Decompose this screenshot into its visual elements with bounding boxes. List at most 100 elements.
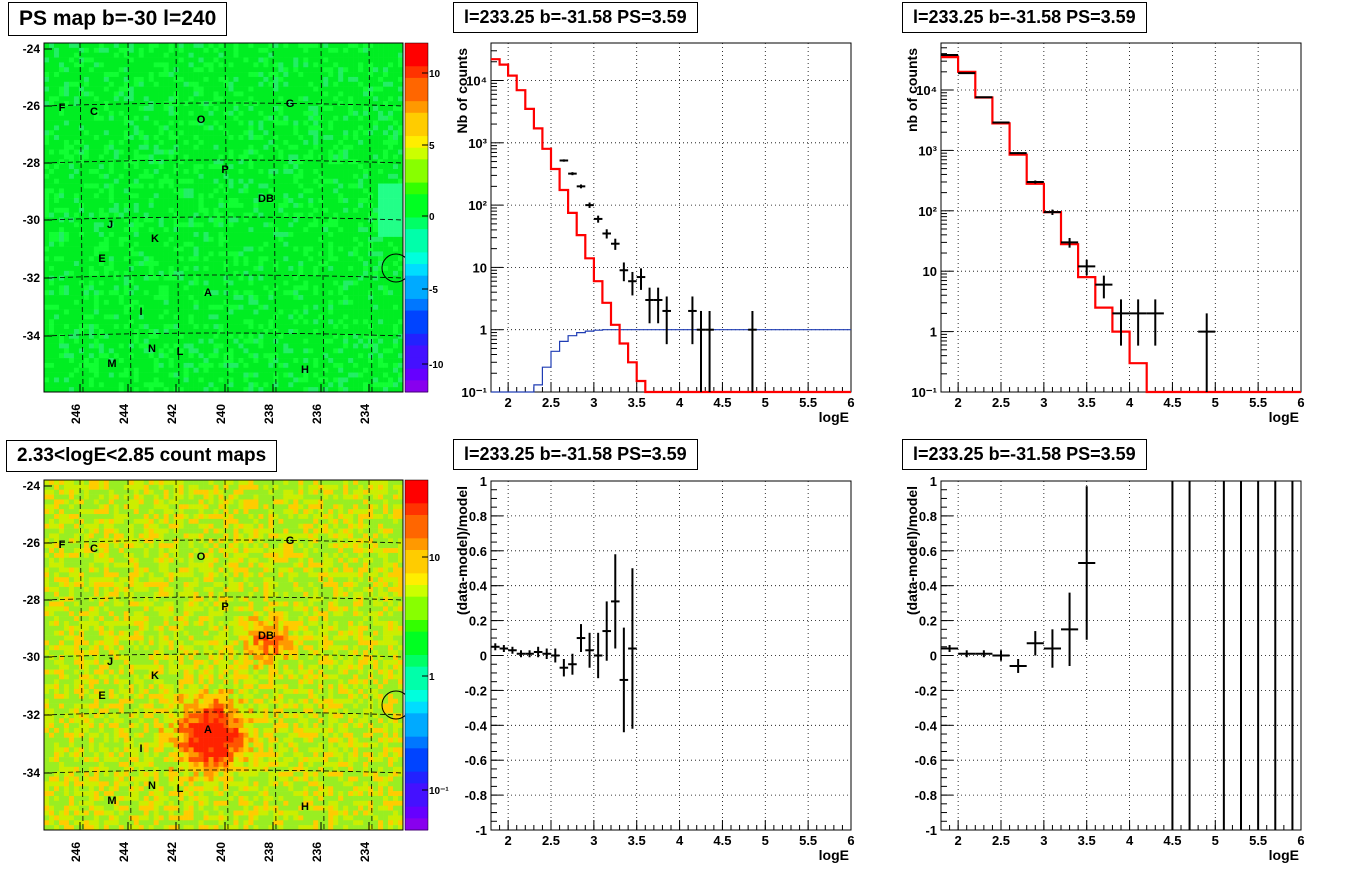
map2-source-A: A <box>204 724 212 736</box>
res1-ytick-label: 0.6 <box>469 544 487 559</box>
map1-grid-b <box>43 159 404 164</box>
map1-colorbar-cell <box>405 333 428 346</box>
map2-ytick-label: -32 <box>23 708 41 722</box>
map1-colorbar-cell <box>405 287 428 300</box>
map1-grid-b <box>43 332 404 337</box>
spec1-title: l=233.25 b=-31.58 PS=3.59 <box>453 2 698 33</box>
map2-xtick-label: 244 <box>117 842 131 862</box>
spec1-data-point-15 <box>705 310 714 392</box>
res1-data-point-15 <box>619 627 629 733</box>
map2-source-C: C <box>90 543 98 555</box>
map2-colorbar-cell <box>405 771 428 784</box>
map2-grid-l <box>368 479 373 831</box>
map1-colorbar-frame <box>404 42 429 393</box>
map1-colorbar-cell <box>405 147 428 160</box>
map2-grid-b <box>43 711 404 716</box>
spec1-data-point-0 <box>559 159 569 162</box>
map2-colorbar-cell <box>405 806 428 819</box>
spec1-data-point-9 <box>636 268 646 290</box>
spec1-xlabel: logE <box>819 409 849 425</box>
res1-data-point-10 <box>576 624 586 653</box>
res1-ytick-label: 0.2 <box>469 614 487 629</box>
map1-colorbar-cell <box>405 136 428 149</box>
res1-ytick-label: -0.2 <box>465 683 487 698</box>
map1-ytick-label: -30 <box>23 213 41 227</box>
map2-source-DB: DB <box>258 630 274 642</box>
map1-source-DB: DB <box>258 193 274 205</box>
res2-xtick-label: 3.5 <box>1078 833 1096 848</box>
res1-ytick-label: 0.4 <box>469 579 488 594</box>
map1-ytick-label: -32 <box>23 271 41 285</box>
map1-colorbar-cell <box>405 345 428 358</box>
map1-xtick-label: 238 <box>262 404 276 424</box>
map2-ytick-label: -28 <box>23 593 41 607</box>
map1-source-G: G <box>286 98 295 110</box>
map1-grid-l <box>175 42 180 393</box>
map1-colorbar-cell <box>405 380 428 393</box>
map2-source-E: E <box>98 690 105 702</box>
res2-ytick-label: -0.8 <box>915 788 937 803</box>
map1-source-E: E <box>98 253 105 265</box>
map2-colorbar-cell <box>405 596 428 609</box>
map2-grid-l <box>127 479 132 831</box>
map2-colorbar-cell <box>405 678 428 691</box>
map1-source-K: K <box>151 233 159 245</box>
res1-data-point-7 <box>551 648 560 663</box>
map1-grid-b <box>43 102 404 107</box>
spec1-data-point-10 <box>645 287 654 324</box>
res2-title: l=233.25 b=-31.58 PS=3.59 <box>902 439 1147 470</box>
map2-colorbar-label: 10 <box>429 553 441 564</box>
res1-data-point-8 <box>559 658 569 677</box>
res1-xlabel: logE <box>819 847 849 863</box>
spec2-data-point-6 <box>1043 209 1061 215</box>
spec2-xtick-label: 3 <box>1040 395 1047 410</box>
map2-colorbar-cell <box>405 643 428 656</box>
map2-colorbar-cell <box>405 515 428 528</box>
map2-colorbar-cell <box>405 620 428 633</box>
map1-colorbar-cell <box>405 159 428 172</box>
spec2-data-point-12 <box>1146 299 1164 346</box>
res2-ytick-label: 0.4 <box>919 579 938 594</box>
map1-xtick-label: 236 <box>310 404 324 424</box>
res2-ytick-label: -1 <box>925 823 937 838</box>
map1-colorbar-cell <box>405 43 428 56</box>
res1-data-point-2 <box>508 646 517 654</box>
map2-colorbar-cell <box>405 795 428 808</box>
res1-data-point-3 <box>516 650 526 658</box>
map2-colorbar-cell <box>405 736 428 749</box>
map2-colorbar-cell <box>405 701 428 714</box>
res1-xtick-label: 4.5 <box>713 833 731 848</box>
spec1-ytick-label: 1 <box>480 323 487 338</box>
res1-xtick-label: 5 <box>762 833 769 848</box>
map1-colorbar-label: -10 <box>429 360 444 371</box>
res2-ytick-label: 0.2 <box>919 614 937 629</box>
map2-colorbar-cell <box>405 783 428 796</box>
map1-source-O: O <box>197 114 206 126</box>
map2-colorbar-cell <box>405 550 428 563</box>
res2-xtick-label: 2 <box>955 833 962 848</box>
map1-source-J: J <box>107 219 113 231</box>
res1-data-point-9 <box>568 653 577 675</box>
map2-grid-l <box>79 479 84 831</box>
spec1-xtick-label: 4 <box>676 395 684 410</box>
map2-colorbar-cell <box>405 491 428 504</box>
res1-data-point-12 <box>593 632 603 679</box>
map1-source-A: A <box>204 287 212 299</box>
map2-ytick-label: -24 <box>23 479 41 493</box>
spec2-xtick-label: 5 <box>1212 395 1219 410</box>
map2-ytick-label: -34 <box>23 766 41 780</box>
spec1-data-point-1 <box>568 172 577 176</box>
spec1-data-point-8 <box>628 271 637 296</box>
res2-data-point-3 <box>992 650 1010 661</box>
spec2-data-point-2 <box>975 96 993 99</box>
res1-data-point-5 <box>533 646 543 658</box>
map1-colorbar-cell <box>405 54 428 67</box>
spec1-data-point-4 <box>593 215 603 223</box>
spec1-aux-line <box>491 329 851 393</box>
map1-colorbar-cell <box>405 368 428 381</box>
map2-source-I: I <box>139 743 142 755</box>
map1-pixels <box>44 43 404 393</box>
spec2-data-point-10 <box>1112 299 1130 346</box>
map1-grid-l <box>368 42 373 393</box>
